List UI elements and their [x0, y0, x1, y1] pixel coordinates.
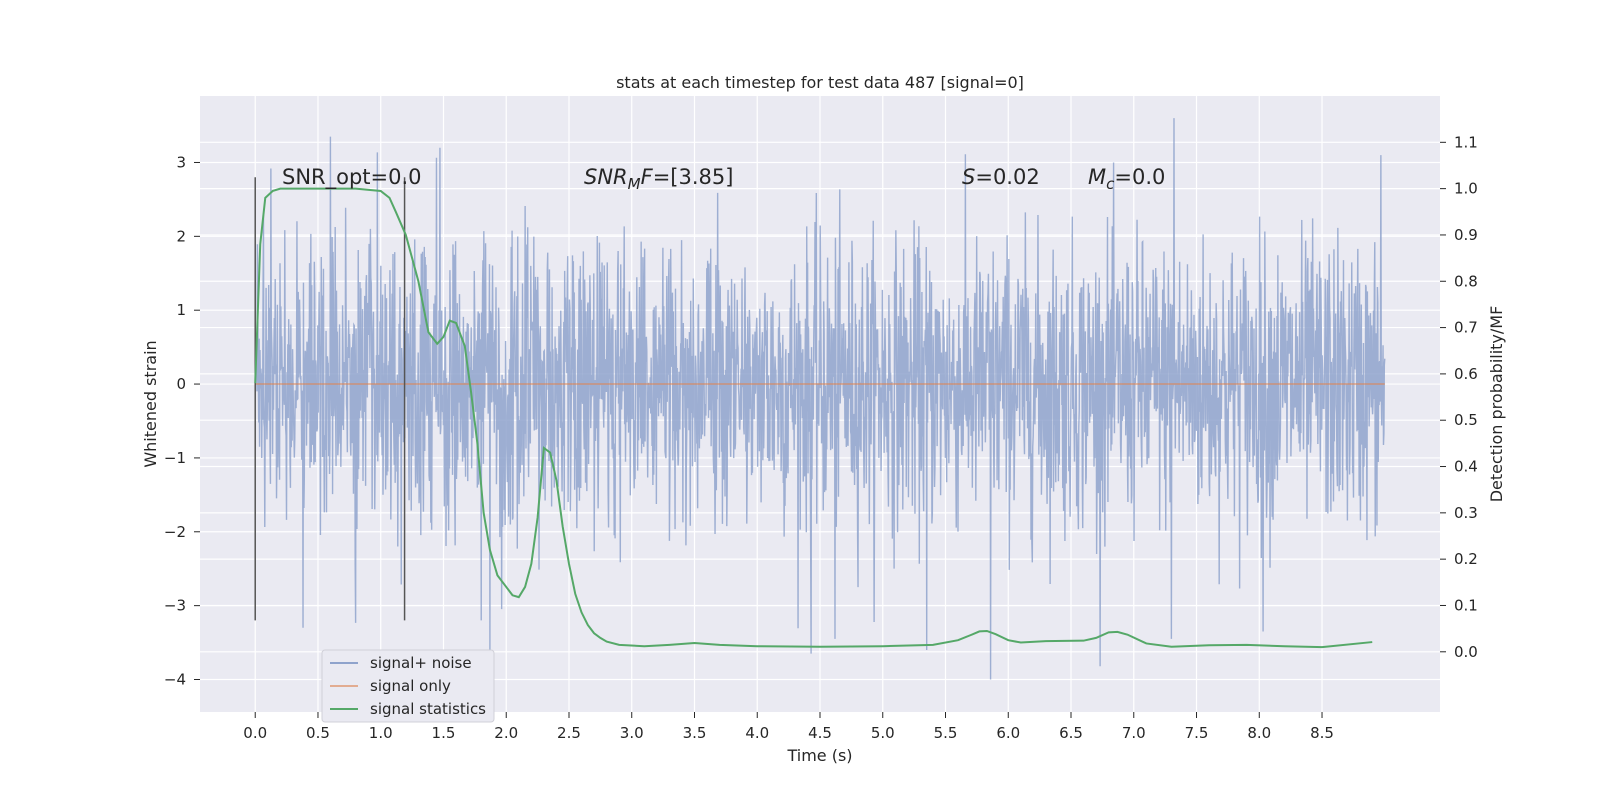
annotation-snr-opt: SNR_opt=0.0: [282, 165, 422, 190]
y-tick-label: 3: [176, 153, 186, 171]
legend-box: [321, 649, 495, 723]
y2-tick-label: 0.5: [1454, 411, 1478, 429]
y-tick-label: 2: [176, 227, 186, 245]
signal-statistics-series: [254, 187, 1373, 649]
y2-tick-label: 0.9: [1454, 226, 1478, 244]
x-tick-label: 4.5: [808, 724, 832, 742]
x-tick-label: 3.0: [620, 724, 644, 742]
annotation-snr-mf: SNRMF=[3.85]: [584, 165, 733, 193]
y2-tick-labels: 1.1 1.0 0.9 0.8 0.7 0.6 0.5 0.4 0.3 0.2 0.1 0.0: [1440, 133, 1478, 661]
annotation-s-value: =0.02: [975, 165, 1039, 189]
y2-tick-label: 0.6: [1454, 365, 1478, 383]
y2-tick-label: 1.1: [1454, 133, 1478, 151]
x-tick-label: 6.5: [1059, 724, 1083, 742]
x-tick-label: 7.0: [1122, 724, 1146, 742]
annotation-mc: Mc=0.0: [1088, 165, 1165, 193]
x-tick-label: 7.5: [1185, 724, 1209, 742]
y-axis-label: Whitened strain: [141, 340, 160, 467]
y2-axis-label: Detection probability/MF: [1487, 306, 1506, 503]
x-tick-label: 5.5: [934, 724, 958, 742]
vertical-markers: [254, 177, 406, 621]
y-tick-labels: 3 2 1 0 −1 −2 −3 −4: [164, 153, 200, 689]
y2-tick-label: 0.0: [1454, 643, 1478, 661]
chart-title: stats at each timestep for test data 487…: [616, 73, 1024, 92]
x-tick-label: 0.5: [306, 724, 330, 742]
legend: signal+ noise signal only signal statist…: [321, 649, 495, 723]
x-tick-label: 1.0: [369, 724, 393, 742]
annotation-mc-value: =0.0: [1114, 165, 1165, 189]
y-tick-label: −1: [164, 449, 186, 467]
y-tick-label: 0: [176, 375, 186, 393]
y2-tick-label: 0.3: [1454, 504, 1478, 522]
x-tick-label: 6.0: [996, 724, 1020, 742]
x-tick-label: 5.0: [871, 724, 895, 742]
y-tick-label: −2: [164, 523, 186, 541]
x-tick-label: 1.5: [432, 724, 456, 742]
x-tick-label: 3.5: [683, 724, 707, 742]
y-tick-label: 1: [176, 301, 186, 319]
y2-tick-label: 0.4: [1454, 458, 1478, 476]
signal-statistics-line: [254, 187, 1373, 649]
x-tick-label: 8.5: [1310, 724, 1334, 742]
signal-noise-series: [254, 118, 1386, 680]
x-axis-label: Time (s): [786, 746, 852, 765]
x-tick-label: 8.0: [1247, 724, 1271, 742]
y-tick-label: −4: [164, 671, 186, 689]
x-tick-label: 0.0: [243, 724, 267, 742]
annotation-snr-mf-value: =[3.85]: [653, 165, 734, 189]
x-tick-labels: 0.0 0.5 1.0 1.5 2.0 2.5 3.0 3.5 4.0 4.5 5.0 5.5 6.0 6…: [243, 712, 1334, 742]
y2-tick-label: 0.7: [1454, 319, 1478, 337]
y2-tick-label: 0.1: [1454, 596, 1478, 614]
y2-tick-label: 0.8: [1454, 272, 1478, 290]
legend-label-signal-noise: signal+ noise: [370, 654, 472, 672]
signal-noise-line: [254, 118, 1386, 680]
y-tick-label: −3: [164, 597, 186, 615]
annotation-s: S=0.02: [962, 165, 1040, 189]
annotations: SNR_opt=0.0 SNRMF=[3.85] S=0.02 Mc=0.0: [282, 165, 1165, 193]
legend-label-signal-statistics: signal statistics: [370, 700, 486, 718]
y2-tick-label: 1.0: [1454, 180, 1478, 198]
y2-tick-label: 0.2: [1454, 550, 1478, 568]
x-tick-label: 4.0: [745, 724, 769, 742]
legend-label-signal-only: signal only: [370, 677, 451, 695]
x-tick-label: 2.5: [557, 724, 581, 742]
x-tick-label: 2.0: [494, 724, 518, 742]
